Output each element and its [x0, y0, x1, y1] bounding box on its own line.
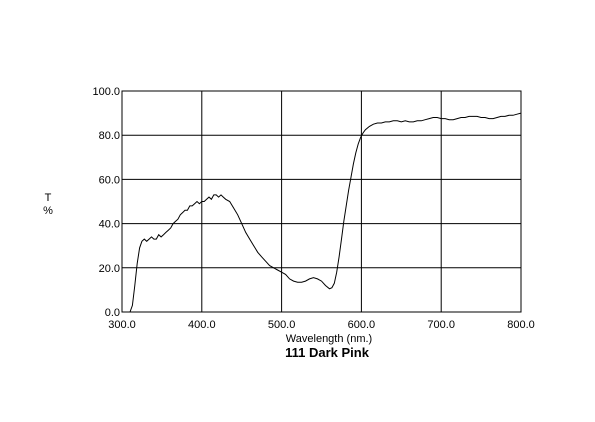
y-tick-label: 20.0 — [99, 263, 120, 275]
y-tick-labels: 0.0 20.0 40.0 60.0 80.0 100.0 — [92, 86, 120, 319]
x-tick-label: 300.0 — [108, 319, 136, 331]
transmission-series-line — [122, 112, 522, 313]
x-tick-labels: 300.0 400.0 500.0 600.0 700.0 800.0 — [108, 319, 535, 331]
x-tick-label: 800.0 — [507, 319, 535, 331]
x-tick-label: 500.0 — [268, 319, 296, 331]
grid-lines — [121, 90, 522, 313]
y-tick-label: 40.0 — [99, 219, 120, 231]
y-tick-label: 100.0 — [92, 86, 120, 98]
x-tick-label: 700.0 — [427, 319, 455, 331]
x-axis-label: Wavelength (nm.) — [286, 333, 372, 345]
y-axis-label-t: T — [45, 192, 52, 204]
x-tick-label: 400.0 — [188, 319, 216, 331]
plot-frame — [121, 90, 522, 313]
chart-title: 111 Dark Pink — [285, 345, 370, 360]
y-tick-label: 80.0 — [99, 130, 120, 142]
y-tick-label: 0.0 — [105, 307, 120, 319]
x-tick-label: 600.0 — [348, 319, 376, 331]
y-tick-label: 60.0 — [99, 174, 120, 186]
y-axis-label-percent: % — [43, 205, 53, 217]
